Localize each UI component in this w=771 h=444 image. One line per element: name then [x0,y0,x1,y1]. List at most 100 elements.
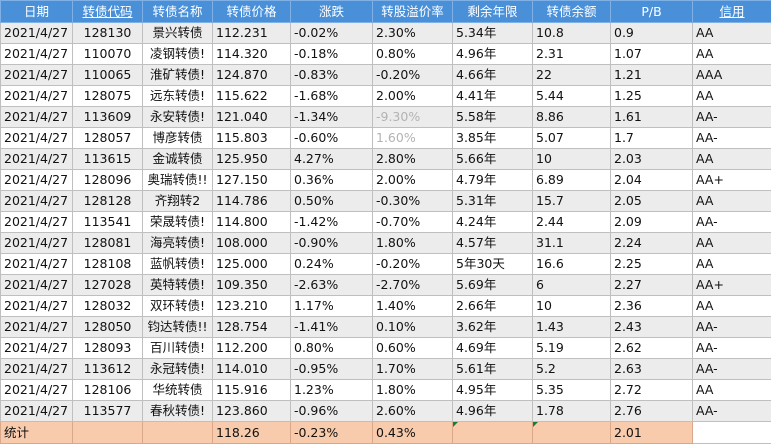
cell-change[interactable]: -0.83% [291,65,373,86]
cell-change[interactable]: -1.68% [291,86,373,107]
cell-change[interactable]: 1.23% [291,380,373,401]
cell-pb[interactable]: 0.9 [611,23,693,44]
cell-change[interactable]: -0.95% [291,359,373,380]
cell-price[interactable]: 114.786 [213,191,291,212]
cell-name[interactable]: 百川转债! [143,338,213,359]
cell-premium[interactable]: 2.00% [373,86,453,107]
cell-name[interactable]: 奥瑞转债!! [143,170,213,191]
cell-years[interactable]: 5.31年 [453,191,533,212]
cell-name[interactable]: 景兴转债 [143,23,213,44]
cell-years[interactable]: 3.85年 [453,128,533,149]
cell-price[interactable]: 108.000 [213,233,291,254]
cell-balance[interactable]: 2.31 [533,44,611,65]
cell-pb[interactable]: 2.43 [611,317,693,338]
cell-price[interactable]: 127.150 [213,170,291,191]
cell-change[interactable]: -0.96% [291,401,373,422]
cell-rating[interactable]: AA- [693,128,771,149]
cell-change[interactable]: -1.42% [291,212,373,233]
cell-rating[interactable]: AA- [693,359,771,380]
cell-name[interactable]: 金诚转债 [143,149,213,170]
cell-change[interactable]: 0.36% [291,170,373,191]
cell-rating[interactable]: AA- [693,401,771,422]
cell-date[interactable]: 2021/4/27 [1,359,73,380]
cell-rating[interactable]: AA [693,380,771,401]
totals-cell-empty[interactable] [143,422,213,444]
cell-pb[interactable]: 2.03 [611,149,693,170]
cell-rating[interactable]: AA [693,296,771,317]
cell-price[interactable]: 115.622 [213,86,291,107]
cell-code[interactable]: 127028 [73,275,143,296]
cell-balance[interactable]: 22 [533,65,611,86]
cell-balance[interactable]: 6.89 [533,170,611,191]
cell-date[interactable]: 2021/4/27 [1,254,73,275]
cell-price[interactable]: 123.860 [213,401,291,422]
cell-pb[interactable]: 2.72 [611,380,693,401]
cell-date[interactable]: 2021/4/27 [1,23,73,44]
cell-rating[interactable]: AA [693,233,771,254]
cell-code[interactable]: 113612 [73,359,143,380]
cell-premium[interactable]: 1.80% [373,233,453,254]
cell-price[interactable]: 121.040 [213,107,291,128]
cell-change[interactable]: -1.41% [291,317,373,338]
cell-price[interactable]: 124.870 [213,65,291,86]
cell-rating[interactable]: AA- [693,212,771,233]
cell-name[interactable]: 永安转债! [143,107,213,128]
cell-pb[interactable]: 1.21 [611,65,693,86]
cell-premium[interactable]: -0.20% [373,254,453,275]
cell-years[interactable]: 4.96年 [453,401,533,422]
cell-date[interactable]: 2021/4/27 [1,317,73,338]
cell-rating[interactable]: AA+ [693,170,771,191]
cell-price[interactable]: 114.320 [213,44,291,65]
totals-cell-empty[interactable] [533,422,611,444]
cell-pb[interactable]: 2.27 [611,275,693,296]
cell-years[interactable]: 4.66年 [453,65,533,86]
cell-name[interactable]: 海亮转债! [143,233,213,254]
cell-date[interactable]: 2021/4/27 [1,296,73,317]
cell-change[interactable]: -2.63% [291,275,373,296]
cell-balance[interactable]: 15.7 [533,191,611,212]
cell-premium[interactable]: -0.20% [373,65,453,86]
cell-name[interactable]: 钧达转债!! [143,317,213,338]
cell-date[interactable]: 2021/4/27 [1,191,73,212]
cell-code[interactable]: 128128 [73,191,143,212]
cell-change[interactable]: -0.90% [291,233,373,254]
cell-name[interactable]: 凌钢转债! [143,44,213,65]
cell-price[interactable]: 125.950 [213,149,291,170]
cell-name[interactable]: 齐翔转2 [143,191,213,212]
cell-code[interactable]: 110070 [73,44,143,65]
cell-change[interactable]: -0.18% [291,44,373,65]
cell-price[interactable]: 114.800 [213,212,291,233]
cell-code[interactable]: 128108 [73,254,143,275]
cell-balance[interactable]: 1.43 [533,317,611,338]
cell-rating[interactable]: AA [693,149,771,170]
cell-years[interactable]: 4.41年 [453,86,533,107]
cell-price[interactable]: 112.200 [213,338,291,359]
cell-change[interactable]: 1.17% [291,296,373,317]
cell-date[interactable]: 2021/4/27 [1,149,73,170]
cell-rating[interactable]: AA [693,254,771,275]
cell-pb[interactable]: 2.04 [611,170,693,191]
col-header-premium[interactable]: 转股溢价率 [373,1,453,23]
cell-date[interactable]: 2021/4/27 [1,275,73,296]
cell-balance[interactable]: 5.07 [533,128,611,149]
cell-price[interactable]: 115.916 [213,380,291,401]
cell-rating[interactable]: AA- [693,107,771,128]
cell-code[interactable]: 113609 [73,107,143,128]
cell-years[interactable]: 5.58年 [453,107,533,128]
cell-balance[interactable]: 6 [533,275,611,296]
cell-code[interactable]: 110065 [73,65,143,86]
cell-years[interactable]: 5.69年 [453,275,533,296]
cell-date[interactable]: 2021/4/27 [1,233,73,254]
cell-years[interactable]: 4.24年 [453,212,533,233]
cell-date[interactable]: 2021/4/27 [1,128,73,149]
cell-code[interactable]: 113615 [73,149,143,170]
cell-balance[interactable]: 31.1 [533,233,611,254]
cell-pb[interactable]: 2.63 [611,359,693,380]
cell-name[interactable]: 博彦转债 [143,128,213,149]
cell-premium[interactable]: 2.60% [373,401,453,422]
cell-code[interactable]: 113541 [73,212,143,233]
cell-change[interactable]: 4.27% [291,149,373,170]
cell-years[interactable]: 5.61年 [453,359,533,380]
cell-rating[interactable]: AA [693,86,771,107]
cell-rating[interactable]: AA- [693,317,771,338]
